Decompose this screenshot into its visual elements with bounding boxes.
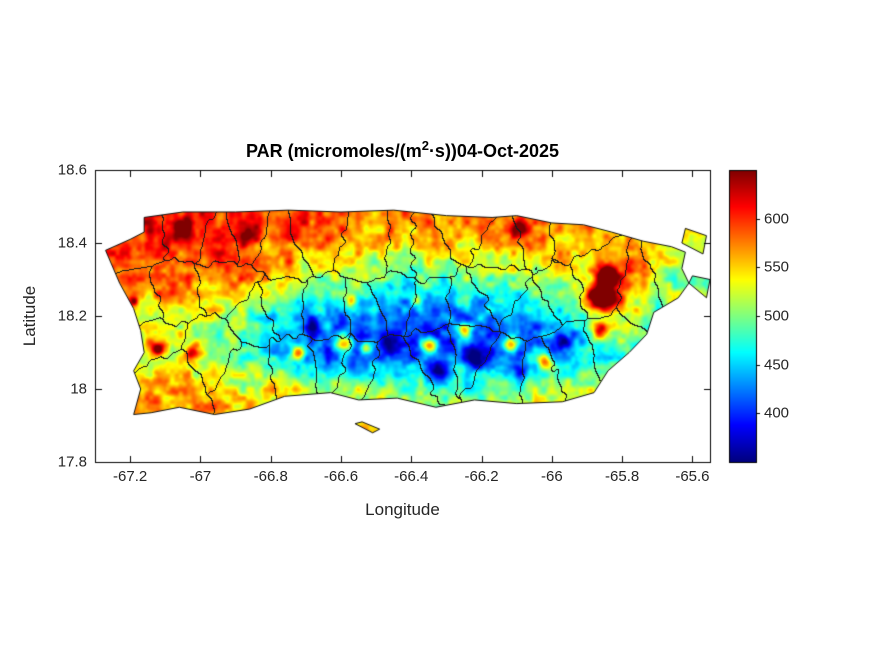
colorbar-tick-label: 400: [764, 404, 790, 422]
y-tick-label: 18.6: [57, 161, 87, 179]
y-tick-label: 18.2: [57, 307, 87, 325]
x-tick-label: -65.6: [675, 468, 710, 485]
x-tick-label: -67.2: [113, 468, 148, 485]
colorbar-tick-label: 450: [764, 356, 790, 374]
x-tick-label: -65.8: [605, 468, 640, 485]
x-tick-label: -67: [189, 468, 212, 485]
x-tick-label: -66.6: [323, 468, 359, 485]
colorbar-tick-label: 500: [764, 307, 790, 325]
x-tick-label: -66.2: [464, 468, 499, 485]
x-tick-label: -66.8: [253, 468, 288, 485]
colorbar-tick-label: 550: [764, 258, 790, 276]
chart-title: PAR (micromoles/(m2·s))04-Oct-2025: [95, 138, 710, 162]
y-tick-label: 18.4: [57, 234, 87, 252]
colorbar-tick-label: 600: [764, 210, 790, 228]
title-superscript: 2: [421, 138, 429, 153]
y-axis-label: Latitude: [20, 285, 39, 347]
x-tick-label: -66: [541, 468, 563, 485]
title-text-prefix: PAR (micromoles/(m: [246, 141, 422, 161]
x-axis-label: Longitude: [365, 500, 440, 519]
y-tick-label: 18: [70, 380, 87, 398]
y-tick-label: 17.8: [57, 453, 87, 471]
title-text-suffix: ·s))04-Oct-2025: [428, 141, 559, 161]
x-tick-label: -66.4: [394, 468, 429, 485]
